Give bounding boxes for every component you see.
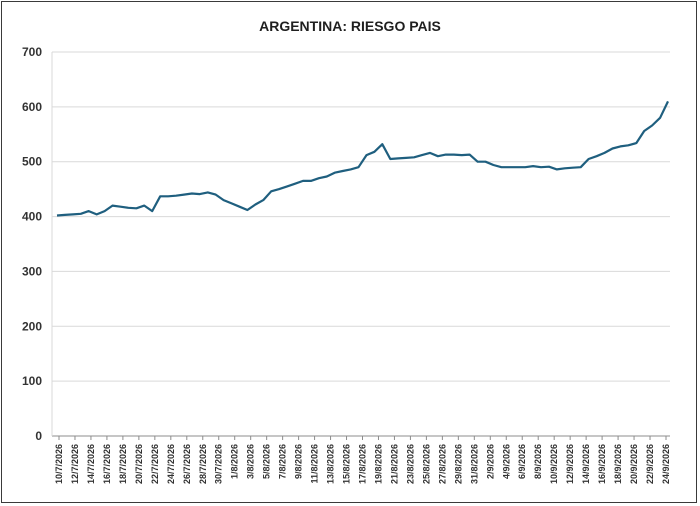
x-tick-label: 16/9/2026	[597, 444, 607, 484]
x-tick-label: 2/9/2026	[485, 444, 495, 479]
y-tick-label: 600	[22, 100, 42, 114]
x-tick-label: 11/8/2026	[310, 444, 320, 484]
x-tick-label: 28/7/2026	[198, 444, 208, 484]
y-tick-label: 500	[22, 155, 42, 169]
y-tick-label: 700	[22, 45, 42, 59]
x-tick-label: 25/8/2026	[421, 444, 431, 484]
y-tick-label: 300	[22, 264, 42, 278]
x-tick-label: 29/8/2026	[453, 444, 463, 484]
x-tick-label: 20/7/2026	[134, 444, 144, 484]
x-tick-label: 10/7/2026	[54, 444, 64, 484]
x-tick-label: 9/8/2026	[294, 444, 304, 479]
y-tick-label: 200	[22, 319, 42, 333]
x-tick-label: 30/7/2026	[214, 444, 224, 484]
x-tick-label: 3/8/2026	[246, 444, 256, 479]
series-line	[56, 100, 669, 217]
x-tick-labels: 10/7/2026 12/7/2026 14/7/2026 16/7/2026 18/7…	[54, 444, 671, 484]
axes	[51, 52, 670, 440]
x-tick-label: 8/9/2026	[533, 444, 543, 479]
gridlines	[52, 51, 670, 382]
x-tick-label: 19/8/2026	[373, 444, 383, 484]
x-tick-label: 13/8/2026	[326, 444, 336, 484]
x-tick-label: 22/9/2026	[645, 444, 655, 484]
x-tick-label: 10/9/2026	[549, 444, 559, 484]
x-tick-label: 12/7/2026	[70, 444, 80, 484]
x-tick-label: 22/7/2026	[150, 444, 160, 484]
x-tick-label: 4/9/2026	[501, 444, 511, 479]
y-tick-label: 100	[22, 374, 42, 388]
x-tick-label: 17/8/2026	[358, 444, 368, 484]
x-tick-label: 24/7/2026	[166, 444, 176, 484]
y-tick-label: 400	[22, 210, 42, 224]
x-tick-label: 18/9/2026	[613, 444, 623, 484]
x-tick-label: 31/8/2026	[469, 444, 479, 484]
x-tick-label: 15/8/2026	[342, 444, 352, 484]
x-tick-label: 21/8/2026	[389, 444, 399, 484]
y-tick-label: 0	[35, 429, 42, 443]
x-tick-label: 14/7/2026	[86, 444, 96, 484]
chart-title: ARGENTINA: RIESGO PAIS	[259, 18, 441, 34]
x-tick-label: 7/8/2026	[278, 444, 288, 479]
y-tick-labels: 0 100 200 300 400 500 600 700	[22, 45, 42, 443]
x-tick-label: 24/9/2026	[661, 444, 671, 484]
x-tick-label: 14/9/2026	[581, 444, 591, 484]
x-tick-label: 20/9/2026	[629, 444, 639, 484]
x-tick-label: 12/9/2026	[565, 444, 575, 484]
x-tick-label: 1/8/2026	[230, 444, 240, 479]
x-tick-label: 26/7/2026	[182, 444, 192, 484]
x-tick-label: 23/8/2026	[405, 444, 415, 484]
x-tick-label: 6/9/2026	[517, 444, 527, 479]
x-tick-label: 5/8/2026	[262, 444, 272, 479]
series	[56, 100, 669, 217]
x-tick-label: 27/8/2026	[437, 444, 447, 484]
x-tick-label: 18/7/2026	[118, 444, 128, 484]
x-tick-label: 16/7/2026	[102, 444, 112, 484]
